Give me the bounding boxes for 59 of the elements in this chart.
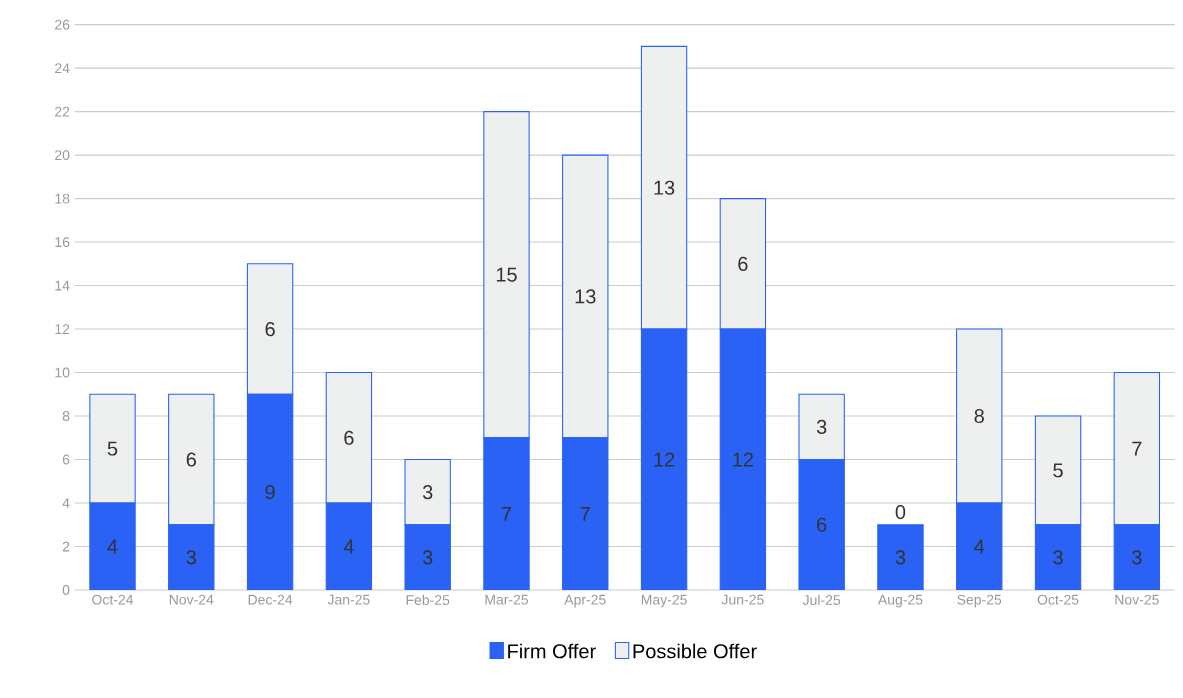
data-label: 6 <box>265 321 275 337</box>
y-tick-label: 0 <box>62 585 70 595</box>
data-label: 7 <box>501 507 512 521</box>
y-tick-label: 24 <box>55 63 70 74</box>
data-label: 4 <box>107 539 118 554</box>
data-label: 5 <box>107 441 118 456</box>
y-tick-label: 16 <box>55 237 70 248</box>
y-tick-label: 4 <box>62 498 70 508</box>
data-label: 3 <box>186 550 196 565</box>
data-label: 3 <box>895 550 906 565</box>
data-label: 12 <box>654 452 675 467</box>
data-label: 9 <box>265 485 275 500</box>
data-label: 3 <box>816 419 827 434</box>
x-tick-label: Apr-25 <box>564 594 606 608</box>
x-tick-label: May-25 <box>641 594 687 608</box>
y-tick-label: 10 <box>55 367 70 378</box>
data-label: 3 <box>1053 550 1063 565</box>
data-label: 6 <box>738 256 748 271</box>
x-tick-label: Oct-24 <box>92 594 134 605</box>
data-label: 13 <box>654 180 675 195</box>
x-tick-label: Mar-25 <box>485 594 529 605</box>
data-label: 0 <box>895 504 906 520</box>
data-label: 3 <box>1132 550 1142 565</box>
bar <box>325 372 373 504</box>
data-label: 4 <box>343 539 354 554</box>
x-tick-label: Dec-24 <box>248 594 293 605</box>
x-tick-label: Aug-25 <box>877 594 923 608</box>
y-tick-label: 2 <box>62 541 70 552</box>
data-label: 6 <box>344 430 354 445</box>
data-label: 13 <box>575 289 596 304</box>
data-label: 3 <box>422 485 433 500</box>
y-tick-label: 8 <box>62 411 70 421</box>
data-label: 3 <box>422 550 433 565</box>
y-tick-label: 26 <box>55 19 70 30</box>
data-label: 5 <box>1053 463 1063 478</box>
x-tick-label: Oct-25 <box>1037 594 1079 605</box>
y-tick-label: 6 <box>62 454 70 465</box>
data-label: 15 <box>496 267 517 282</box>
y-tick-label: 14 <box>55 280 70 291</box>
x-tick-label: Sep-25 <box>957 594 1002 608</box>
x-tick-label: Nov-25 <box>1115 594 1159 605</box>
y-tick-label: 12 <box>55 324 70 334</box>
x-tick-label: Feb-25 <box>406 594 450 605</box>
data-label: 6 <box>817 517 827 532</box>
legend-label: Firm Offer <box>508 643 596 659</box>
x-tick-label: Jul-25 <box>802 594 841 605</box>
y-tick-label: 22 <box>55 106 70 117</box>
data-label: 6 <box>186 452 196 467</box>
x-tick-label: Jun-25 <box>721 594 764 605</box>
y-tick-label: 20 <box>55 150 70 161</box>
x-tick-label: Jan-25 <box>327 594 370 605</box>
y-tick-label: 18 <box>55 193 70 204</box>
data-label: 8 <box>974 408 984 424</box>
data-label: 4 <box>974 539 985 554</box>
data-label: 12 <box>733 452 753 467</box>
x-tick-label: Nov-24 <box>169 594 214 605</box>
legend-label: Possible Offer <box>633 643 757 659</box>
data-label: 7 <box>580 507 590 521</box>
data-label: 7 <box>1132 441 1142 456</box>
